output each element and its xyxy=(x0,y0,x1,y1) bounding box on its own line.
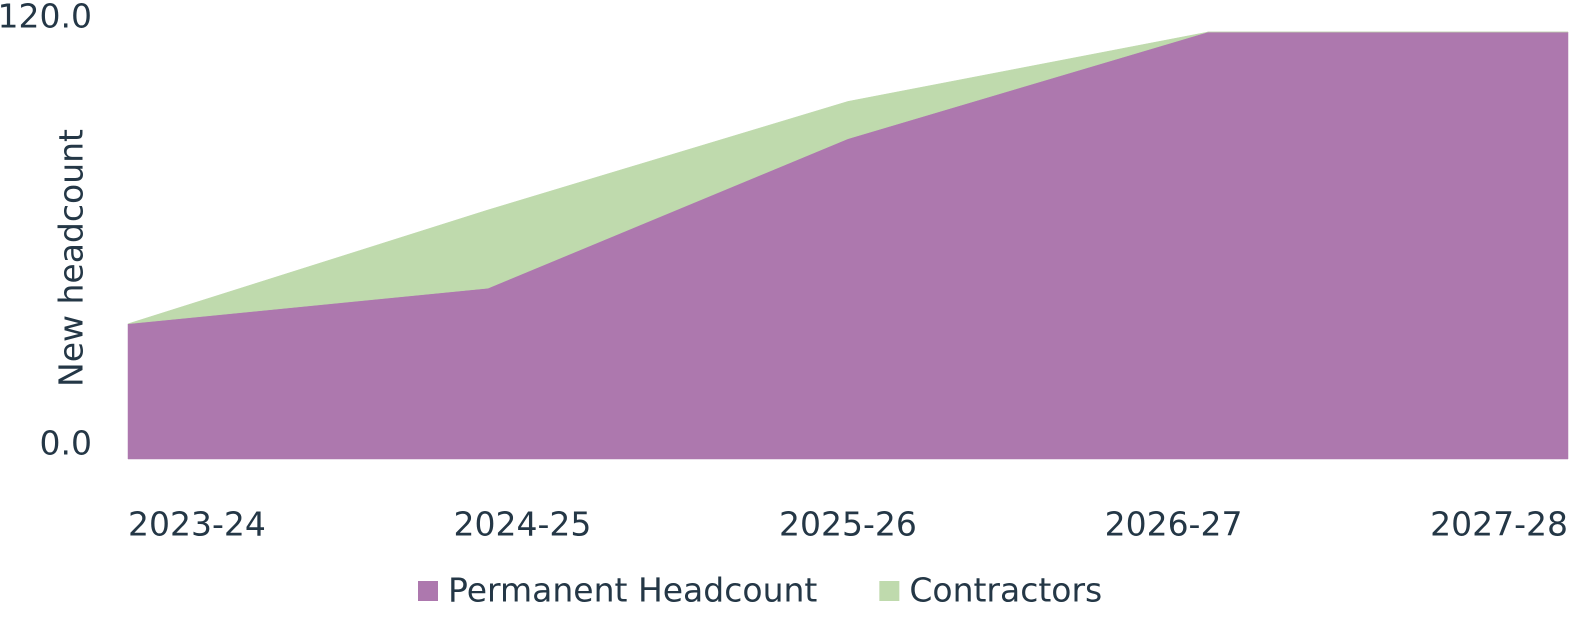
y-tick-label: 120.0 xyxy=(0,0,92,36)
area xyxy=(127,31,1568,325)
legend-label: Contractors xyxy=(909,571,1102,610)
x-tick-label: 2025-26 xyxy=(779,505,917,544)
x-tick-label: 2027-28 xyxy=(1430,505,1568,544)
x-tick-label: 2026-27 xyxy=(1105,505,1243,544)
x-tick-label: 2024-25 xyxy=(454,505,592,544)
legend-swatch xyxy=(879,581,900,601)
legend-label: Permanent Headcount xyxy=(448,571,817,610)
legend-swatch xyxy=(418,581,438,601)
area xyxy=(127,31,1569,460)
y-axis-title: New headcount xyxy=(52,129,91,387)
x-tick-label: 2023-24 xyxy=(128,505,266,544)
y-tick-label: 0.0 xyxy=(40,424,92,463)
